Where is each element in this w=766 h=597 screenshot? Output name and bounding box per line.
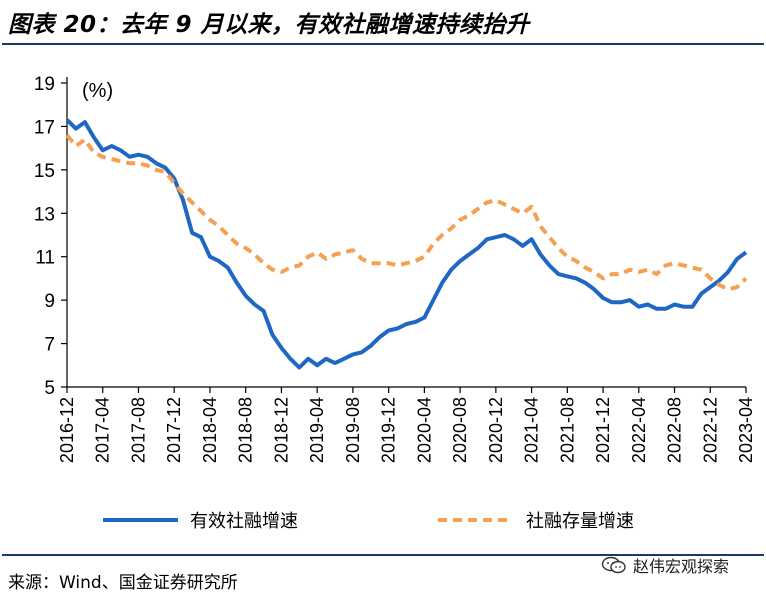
- watermark: 赵伟宏观探索: [601, 553, 729, 577]
- source-note: 来源：Wind、国金证券研究所: [8, 573, 238, 593]
- chart-title: 图表 20：去年 9 月以来，有效社融增速持续抬升: [8, 12, 530, 38]
- y-tick-label: 11: [35, 248, 55, 269]
- x-tick-label: 2017-12: [164, 397, 184, 463]
- y-tick-label: 9: [44, 291, 55, 312]
- x-tick-label: 2022-08: [665, 397, 685, 463]
- y-unit-label: (%): [82, 80, 113, 102]
- x-tick-label: 2020-12: [486, 397, 506, 463]
- x-tick-label: 2020-08: [450, 397, 470, 463]
- x-tick-label: 2019-12: [379, 397, 399, 463]
- legend-label-1: 有效社融增速: [190, 511, 298, 532]
- x-tick-label: 2018-04: [200, 397, 220, 463]
- y-tick-label: 19: [34, 74, 55, 95]
- x-tick-label: 2021-12: [593, 397, 613, 463]
- x-tick-label: 2019-04: [307, 397, 327, 463]
- wechat-icon: [601, 556, 626, 574]
- legend-label-2: 社融存量增速: [526, 511, 634, 532]
- legend: 有效社融增速 社融存量增速: [103, 511, 634, 532]
- x-tick-label: 2016-12: [57, 397, 77, 463]
- x-tick-label: 2022-04: [629, 397, 649, 463]
- x-tick-label: 2018-08: [236, 397, 256, 463]
- y-tick-label: 5: [44, 378, 55, 399]
- axes: 5 7 9 11 13 15 17 19 (%) 2016-12 2017-04 2017-08 201…: [34, 74, 756, 463]
- series-line-1: [65, 118, 748, 370]
- x-tick-label: 2021-08: [557, 397, 577, 463]
- y-tick-label: 15: [34, 161, 55, 182]
- watermark-text: 赵伟宏观探索: [633, 557, 730, 576]
- y-tick-label: 13: [34, 204, 55, 225]
- x-tick-label: 2021-04: [522, 397, 542, 463]
- x-tick-label: 2022-12: [700, 397, 720, 463]
- y-tick-label: 17: [34, 117, 55, 138]
- bottom-rule: [2, 554, 764, 556]
- series-line-2: [65, 133, 748, 292]
- y-tick-label: 7: [44, 335, 55, 356]
- series-lines: [65, 118, 748, 370]
- line-chart: 5 7 9 11 13 15 17 19 (%) 2016-12 2017-04 2017-08 201…: [34, 74, 756, 532]
- x-tick-label: 2017-04: [93, 397, 113, 463]
- x-tick-label: 2023-04: [736, 397, 756, 463]
- x-tick-label: 2019-08: [343, 397, 363, 463]
- x-tick-label: 2020-04: [414, 397, 434, 463]
- top-rule: [2, 43, 764, 45]
- x-tick-label: 2017-08: [128, 397, 148, 463]
- x-tick-label: 2018-12: [271, 397, 291, 463]
